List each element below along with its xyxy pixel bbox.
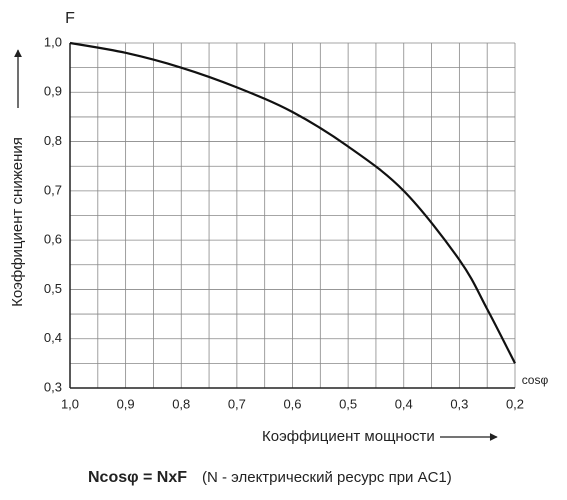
y-tick-label: 0,3 xyxy=(44,379,62,394)
x-tick-label: 0,4 xyxy=(395,396,413,411)
y-tick-label: 0,5 xyxy=(44,281,62,296)
x-tick-label: 0,3 xyxy=(450,396,468,411)
note: (N - электрический ресурс при AC1) xyxy=(202,469,452,486)
x-axis-label: Коэффициент мощности xyxy=(262,428,435,445)
y-axis-label: Коэффициент снижения xyxy=(9,137,26,307)
x-tick-label: 0,5 xyxy=(339,396,357,411)
y-tick-label: 0,4 xyxy=(44,330,62,345)
x-tick-label: 0,7 xyxy=(228,396,246,411)
x-tick-label: 0,2 xyxy=(506,396,524,411)
curve xyxy=(69,41,516,364)
y-axis-symbol: F xyxy=(65,10,75,27)
x-axis-symbol: cosφ xyxy=(522,373,549,387)
y-tick-label: 0,9 xyxy=(44,84,62,99)
x-tick-label: 0,8 xyxy=(172,396,190,411)
x-tick-label: 0,6 xyxy=(283,396,301,411)
y-tick-label: 1,0 xyxy=(44,34,62,49)
y-tick-label: 0,7 xyxy=(44,182,62,197)
y-tick-label: 0,8 xyxy=(44,133,62,148)
formula: Ncosφ = NxF xyxy=(88,469,187,486)
x-tick-label: 0,9 xyxy=(117,396,135,411)
x-tick-label: 1,0 xyxy=(61,396,79,411)
y-tick-label: 0,6 xyxy=(44,232,62,247)
